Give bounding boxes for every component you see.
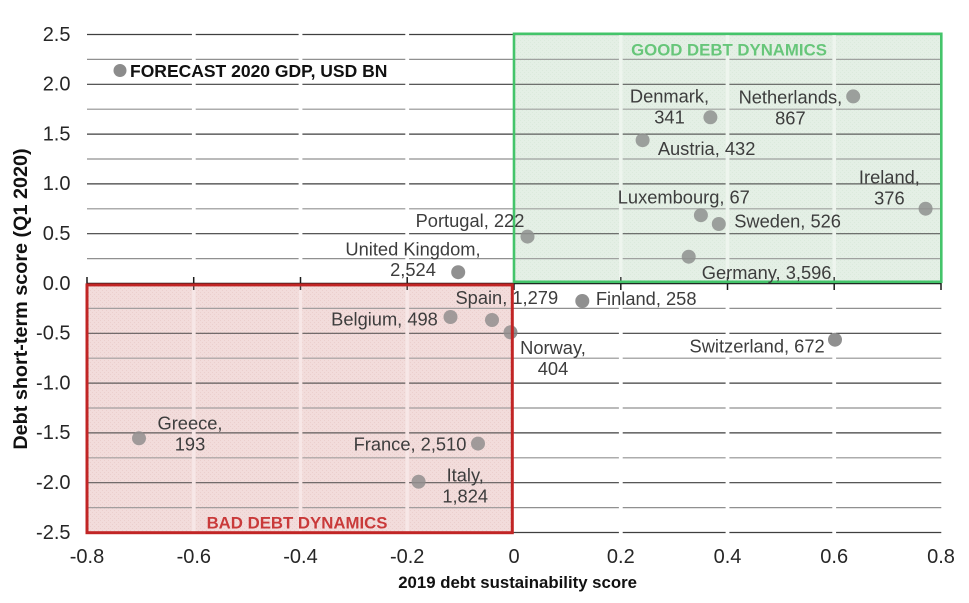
svg-text:-1.0: -1.0 (36, 372, 70, 394)
svg-text:Italy,: Italy, (447, 465, 484, 486)
svg-text:Finland, 258: Finland, 258 (596, 288, 697, 309)
svg-text:FORECAST 2020 GDP, USD BN: FORECAST 2020 GDP, USD BN (130, 61, 387, 81)
svg-text:1.5: 1.5 (43, 123, 71, 145)
svg-text:Portugal, 222: Portugal, 222 (416, 210, 525, 231)
svg-text:0.2: 0.2 (607, 546, 635, 568)
svg-text:2,524: 2,524 (390, 259, 436, 280)
svg-text:Norway,: Norway, (520, 337, 586, 358)
svg-text:-0.4: -0.4 (283, 546, 317, 568)
svg-text:1,824: 1,824 (442, 486, 488, 507)
svg-text:Belgium, 498: Belgium, 498 (331, 308, 438, 329)
svg-text:Spain, 1,279: Spain, 1,279 (455, 287, 558, 308)
svg-text:0.0: 0.0 (43, 273, 71, 295)
svg-text:193: 193 (175, 434, 206, 455)
svg-text:Ireland,: Ireland, (859, 167, 920, 188)
svg-text:Debt short-term score (Q1 2020: Debt short-term score (Q1 2020) (10, 148, 32, 449)
svg-text:0: 0 (508, 546, 519, 568)
svg-text:-0.2: -0.2 (390, 546, 424, 568)
svg-text:376: 376 (874, 187, 905, 208)
svg-text:1.0: 1.0 (43, 173, 71, 195)
svg-text:2.5: 2.5 (43, 24, 71, 46)
svg-text:Greece,: Greece, (157, 413, 222, 434)
svg-text:-0.5: -0.5 (36, 323, 70, 345)
svg-text:-2.5: -2.5 (36, 522, 70, 544)
svg-text:0.6: 0.6 (820, 546, 848, 568)
svg-text:0.8: 0.8 (927, 546, 955, 568)
svg-text:867: 867 (775, 107, 806, 128)
svg-text:Germany, 3,596: Germany, 3,596 (702, 262, 832, 283)
svg-text:Denmark,: Denmark, (630, 86, 709, 107)
svg-text:Sweden, 526: Sweden, 526 (734, 210, 841, 231)
svg-text:GOOD DEBT DYNAMICS: GOOD DEBT DYNAMICS (631, 41, 827, 60)
svg-text:-0.6: -0.6 (177, 546, 211, 568)
svg-text:0.5: 0.5 (43, 223, 71, 245)
svg-text:United Kingdom,: United Kingdom, (345, 238, 480, 259)
svg-text:2.0: 2.0 (43, 74, 71, 96)
svg-text:Netherlands,: Netherlands, (739, 87, 843, 108)
svg-text:Switzerland, 672: Switzerland, 672 (690, 336, 825, 357)
svg-text:341: 341 (654, 107, 685, 128)
svg-text:France, 2,510: France, 2,510 (354, 433, 467, 454)
svg-text:-2.0: -2.0 (36, 472, 70, 494)
svg-text:0.4: 0.4 (714, 546, 742, 568)
svg-text:Austria, 432: Austria, 432 (658, 138, 756, 159)
svg-text:404: 404 (538, 358, 569, 379)
svg-text:-1.5: -1.5 (36, 422, 70, 444)
svg-text:BAD DEBT DYNAMICS: BAD DEBT DYNAMICS (207, 514, 388, 533)
svg-text:2019 debt sustainability score: 2019 debt sustainability score (398, 573, 637, 592)
svg-text:Luxembourg, 67: Luxembourg, 67 (618, 187, 750, 208)
svg-text:-0.8: -0.8 (70, 546, 104, 568)
